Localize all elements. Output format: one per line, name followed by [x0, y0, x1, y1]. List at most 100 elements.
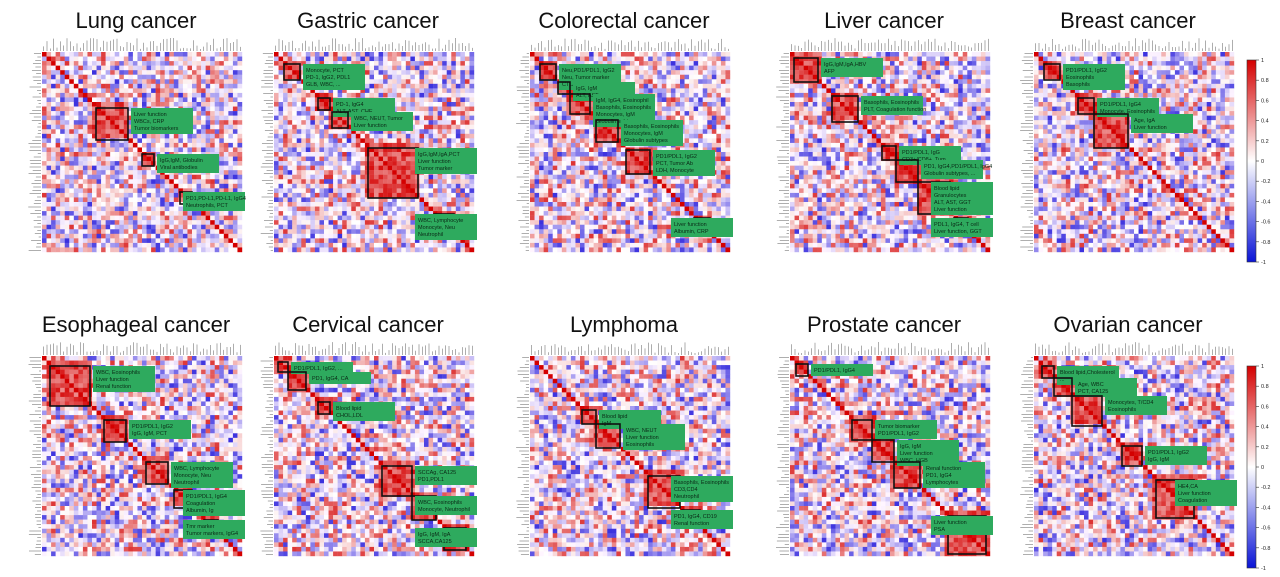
- colorbar-gradient: [1246, 59, 1257, 263]
- colorbar-tick-label: 0.2: [1261, 445, 1269, 451]
- panel-title: Prostate cancer: [774, 312, 994, 338]
- cluster-box: [539, 63, 557, 81]
- cluster-label: PD1/PDL1, IgG2, ...: [294, 366, 343, 372]
- cluster-label: Monocyte, PCT: [306, 68, 345, 74]
- cluster-label-bg: [183, 192, 245, 211]
- cluster-label: Tumor biomarkers: [134, 126, 179, 132]
- cluster-label-bg: [303, 64, 365, 90]
- cluster-label: PSA: [934, 527, 945, 533]
- colorbar-tick-label: -0.2: [1261, 485, 1270, 491]
- cluster-label: Renal function: [96, 384, 131, 390]
- cluster-label: Coagulation: [1178, 498, 1207, 504]
- heatmap-svg: PD1/PDL1, IgG2, ... PD1, IgG4, CA Blood li…: [260, 342, 477, 557]
- cluster-label: Tmr marker: [186, 524, 215, 530]
- colorbar-tick-label: 0.2: [1261, 139, 1269, 145]
- colorbar-tick-label: 0.4: [1261, 425, 1269, 431]
- cluster-label: Liver function: [934, 520, 967, 526]
- panel-title: Colorectal cancer: [514, 8, 734, 34]
- cluster-label: IgG, IgM, IgA: [418, 532, 451, 538]
- cluster-box: [1043, 63, 1061, 81]
- cluster-label: IgG, IgM: [1148, 457, 1170, 463]
- cluster-label: Liver function: [1134, 125, 1167, 131]
- heatmap-panel: Esophageal cancer WBC, Eosinophils Liver f…: [26, 312, 246, 566]
- cluster-label: Tumor marker: [418, 166, 452, 172]
- cluster-label: Blood lipid: [336, 406, 361, 412]
- cluster-box: [569, 93, 591, 115]
- cluster: PD1/PDL1, IgG4: [795, 363, 873, 377]
- cluster-label: Renal function: [674, 521, 709, 527]
- cluster-label: Monocyte, Neutrophil: [418, 507, 470, 513]
- cluster-box: [795, 363, 809, 377]
- cluster-label: Neutrophil: [174, 480, 199, 486]
- axis-ticks: [28, 38, 241, 251]
- cluster-box: [103, 419, 127, 443]
- colorbar-tick-label: 0.8: [1261, 78, 1269, 84]
- cluster-box: [581, 409, 597, 425]
- cluster-label: IgG,IgM,IgA,PCT: [418, 152, 461, 158]
- colorbar-tick-label: -0.4: [1261, 199, 1270, 205]
- cluster-label-bg: [415, 214, 477, 240]
- cluster-box: [317, 97, 331, 111]
- cluster-label: Monocytes, IgM: [624, 131, 663, 137]
- cluster-label: Neu,PD1/PDL1, IgG2: [562, 68, 615, 74]
- cluster-box: [557, 81, 571, 95]
- cluster-label: Granulocytes: [934, 193, 967, 199]
- cluster-box: [793, 57, 819, 83]
- colorbar: 1 0.8 0.6 0.4 0.2 0 -0.2 -0.4 -0.6 -0.8 -1: [1246, 58, 1270, 266]
- cluster-label: Monocyte, Neu: [174, 473, 211, 479]
- cluster-label: Tumor biomarker: [878, 424, 920, 430]
- cluster-label: Eosinophils: [626, 442, 654, 448]
- cluster-box: [595, 423, 621, 449]
- cluster-label: SCCA,CA125: [418, 539, 452, 545]
- cluster-label: Basophils: [1066, 82, 1090, 88]
- cluster-box: [893, 461, 921, 489]
- colorbar-tick-label: 1: [1261, 58, 1264, 64]
- cluster-label: WBC, Eosinophils: [418, 500, 462, 506]
- cluster-box: [331, 111, 349, 129]
- heatmap-panel: Liver cancer IgG,IgM,IgA,HBV AFP Basophils,…: [774, 8, 994, 262]
- cluster-label: Liver function: [134, 112, 167, 118]
- cluster-box: [831, 95, 859, 123]
- cluster-label-bg: [415, 466, 477, 485]
- cluster-label: PDL1, IgG4, T cell: [934, 222, 979, 228]
- heatmap-svg: PD1/PDL1, IgG2EosinophilsBasophilsPD1/PD…: [1020, 38, 1235, 253]
- cluster-label: Liver function: [934, 207, 967, 213]
- cluster-label: PD1/PDL1, IgG2: [132, 424, 173, 430]
- cluster-label: PD1, IgG4: [926, 473, 952, 479]
- cluster-label: CD3,CD4: [674, 487, 698, 493]
- colorbar-tick-label: 0.6: [1261, 404, 1269, 410]
- cluster-label: ...: [1060, 377, 1065, 383]
- cluster-label: PLT, Coagulation function: [864, 107, 926, 113]
- cluster-label-bg: [171, 462, 233, 488]
- cluster-label: Blood lipid,Cholesterol: [1060, 370, 1115, 376]
- cluster-label: Albumin, CRP: [674, 229, 709, 235]
- cluster-label-bg: [131, 108, 193, 134]
- colorbar-tick-label: -0.2: [1261, 179, 1270, 185]
- cluster-label: Liver function: [900, 451, 933, 457]
- colorbar-tick-label: 0.6: [1261, 98, 1269, 104]
- colorbar-tick-label: -0.4: [1261, 505, 1270, 511]
- cluster-label: PD1,PD-L1,PD-L1, IgG4: [186, 196, 246, 202]
- cluster-label-bg: [923, 462, 985, 488]
- heatmap-panel: Lung cancer Liver function WBCs, CRP Tumor …: [26, 8, 246, 262]
- cluster-label: PD1/PDL1, IgG2: [1066, 68, 1107, 74]
- cluster-label: PD-1, IgG4: [336, 102, 364, 108]
- colorbar-tick-label: 0: [1261, 159, 1264, 165]
- cluster-box: [625, 149, 651, 175]
- cluster-label-bg: [821, 58, 883, 77]
- cluster-label-bg: [931, 516, 993, 535]
- panel-title: Gastric cancer: [258, 8, 478, 34]
- cluster-label: Liver function: [626, 435, 659, 441]
- cluster-label-bg: [921, 160, 983, 179]
- cluster-label: Globulin subtypes: [624, 138, 668, 144]
